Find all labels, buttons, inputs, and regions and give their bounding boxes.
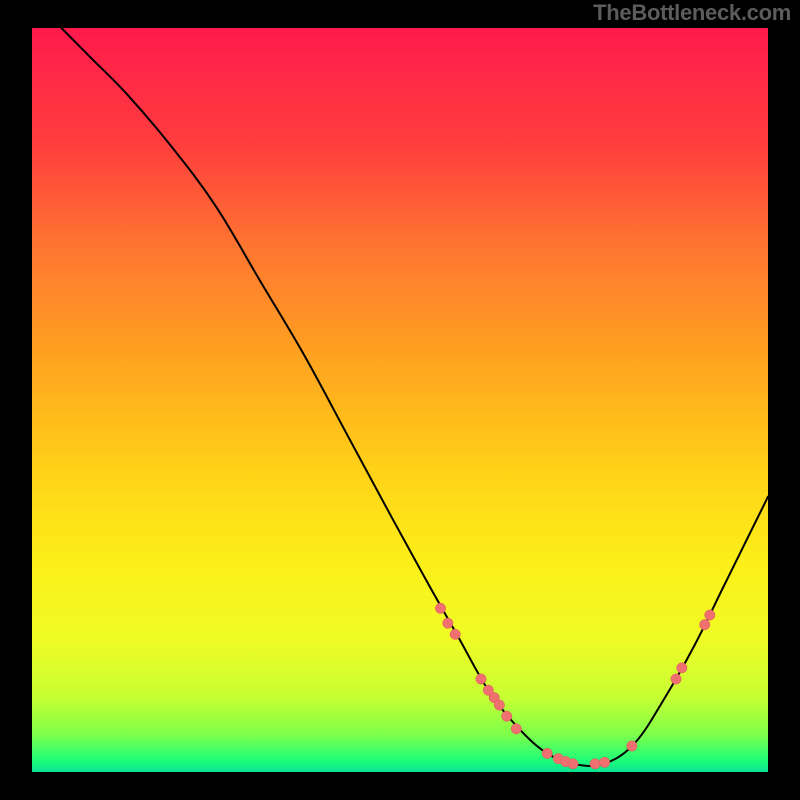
data-point bbox=[568, 759, 578, 769]
data-point bbox=[476, 674, 486, 684]
data-point bbox=[671, 674, 681, 684]
data-point bbox=[627, 741, 637, 751]
data-point bbox=[677, 663, 687, 673]
data-point bbox=[700, 619, 710, 629]
data-point bbox=[450, 629, 460, 639]
chart-container: TheBottleneck.com bbox=[0, 0, 800, 800]
data-point bbox=[705, 610, 715, 620]
chart-svg bbox=[0, 0, 800, 800]
data-point bbox=[443, 618, 453, 628]
plot-area bbox=[32, 28, 768, 772]
data-point bbox=[599, 757, 609, 767]
data-point bbox=[542, 748, 552, 758]
data-point bbox=[494, 700, 504, 710]
watermark-text: TheBottleneck.com bbox=[593, 0, 791, 26]
data-point bbox=[590, 759, 600, 769]
data-point bbox=[435, 603, 445, 613]
data-point bbox=[511, 724, 521, 734]
data-point bbox=[502, 711, 512, 721]
